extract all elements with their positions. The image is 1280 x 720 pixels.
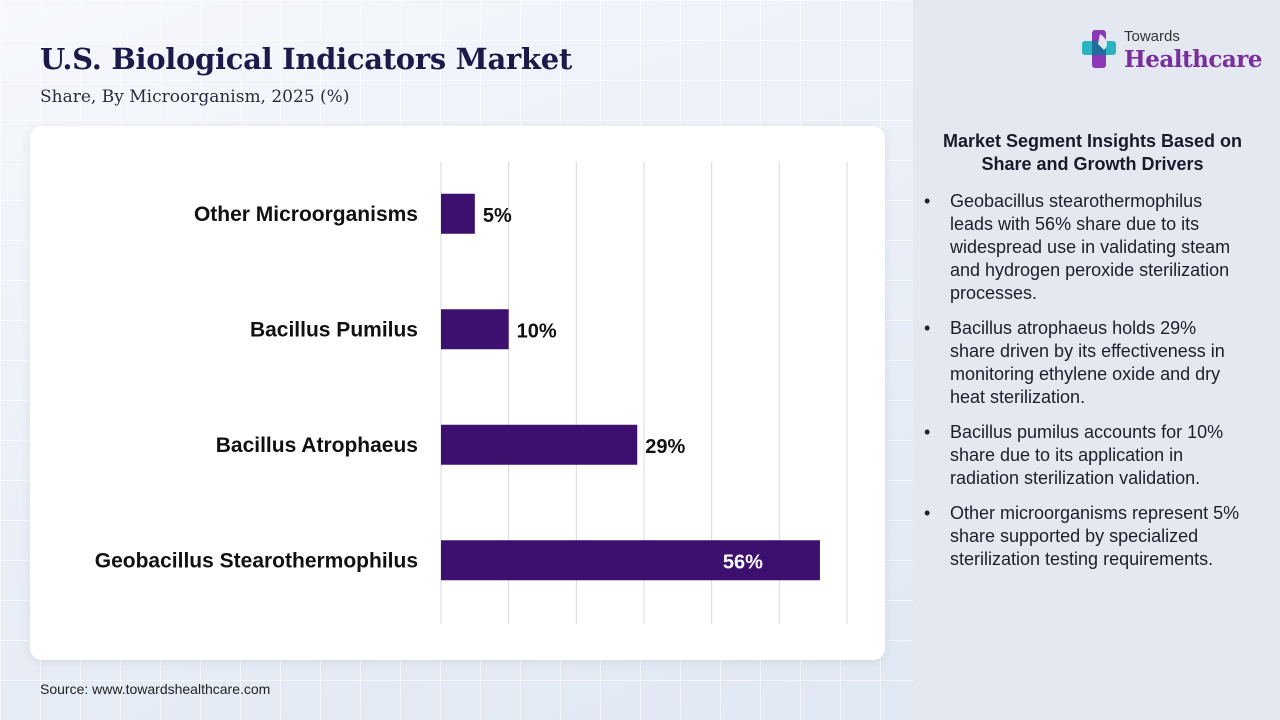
- logo-text-healthcare: Healthcare: [1124, 46, 1263, 73]
- chart-subtitle: Share, By Microorganism, 2025 (%): [40, 87, 350, 107]
- source-note: Source: www.towardshealthcare.com: [40, 681, 271, 697]
- category-label: Other Microorganisms: [194, 203, 418, 226]
- logo-text-towards: Towards: [1124, 28, 1180, 45]
- bar: [441, 540, 820, 581]
- insight-item: Other microorganisms represent 5% share …: [922, 502, 1242, 571]
- bar-chart: Other Microorganisms 5% Bacillus Pumilus 10…: [95, 162, 848, 624]
- insight-item: Bacillus atrophaeus holds 29% share driv…: [922, 317, 1242, 409]
- cross-plus-logo-icon: [1082, 30, 1116, 68]
- insights-heading: Market Segment Insights Based on Share a…: [942, 131, 1243, 174]
- insight-item: Bacillus pumilus accounts for 10% share …: [922, 421, 1242, 490]
- insights-list: Geobacillus stearothermophilus leads wit…: [922, 190, 1242, 583]
- data-label: 5%: [483, 205, 512, 227]
- insight-item: Geobacillus stearothermophilus leads wit…: [922, 190, 1242, 305]
- category-label: Geobacillus Stearothermophilus: [95, 549, 418, 572]
- data-label: 10%: [517, 320, 557, 342]
- bar: [441, 424, 638, 465]
- chart-card: Other Microorganisms 5% Bacillus Pumilus 10…: [30, 126, 885, 660]
- category-label: Bacillus Atrophaeus: [216, 434, 418, 457]
- logo: Towards Healthcare: [1080, 26, 1263, 76]
- chart-title: U.S. Biological Indicators Market: [40, 42, 572, 76]
- data-label: 56%: [723, 551, 763, 573]
- bar: [441, 309, 509, 350]
- category-label: Bacillus Pumilus: [250, 318, 418, 341]
- bar: [441, 193, 475, 234]
- data-label: 29%: [645, 436, 685, 458]
